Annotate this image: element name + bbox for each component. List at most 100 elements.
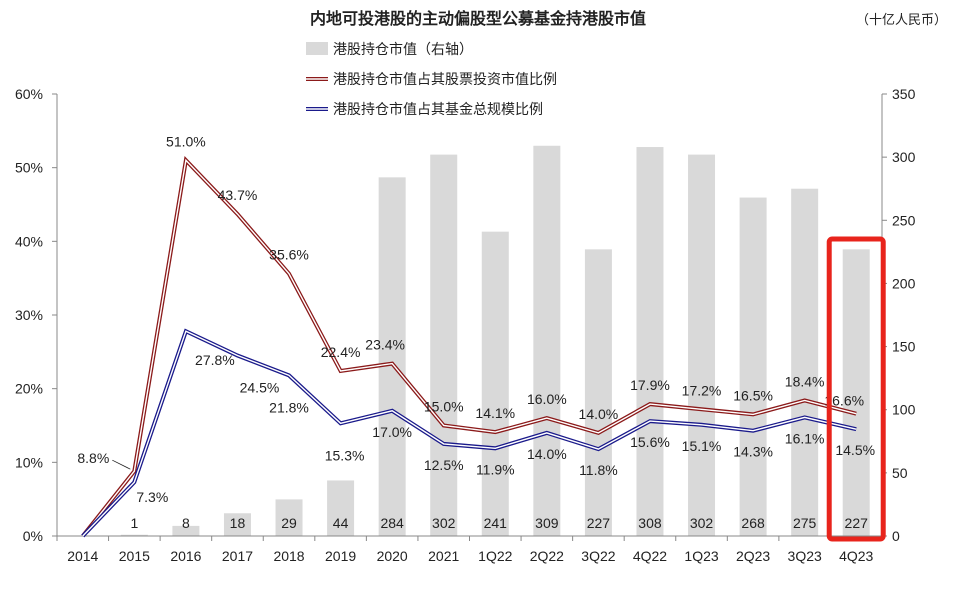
legend-swatch-bar [306,42,328,55]
data-label-line-1: 22.4% [321,344,361,360]
data-label-line-1: 8.8% [77,450,109,466]
line-series-2-inner [82,330,857,537]
bar [688,154,716,537]
data-label-line-1: 18.4% [785,373,825,389]
x-tick-label: 2019 [325,548,356,564]
data-label-line-2: 14.3% [733,444,773,460]
data-label-line-2: 27.8% [195,352,235,368]
bar-value-label: 227 [845,515,869,531]
bar-value-label: 308 [638,515,662,531]
left-tick-label: 0% [23,528,43,544]
bar-value-label: 227 [587,515,611,531]
right-tick-label: 250 [892,212,916,228]
legend-label-line-2: 港股持仓市值占其基金总规模比例 [333,101,543,118]
x-tick-label: 2015 [119,548,150,564]
x-tick-label: 3Q22 [581,548,615,564]
data-label-line-2: 7.3% [136,489,168,505]
data-label-line-1: 14.1% [475,405,515,421]
data-label-line-2: 21.8% [269,399,309,415]
left-tick-label: 30% [15,307,43,323]
left-tick-label: 40% [15,233,43,249]
bar [172,525,200,536]
data-label-line-2: 16.1% [785,430,825,446]
data-label-line-2: 14.5% [835,442,875,458]
data-label-line-1: 14.0% [579,406,619,422]
right-tick-label: 150 [892,339,916,355]
x-tick-label: 2Q22 [530,548,564,564]
bar [533,145,561,536]
data-label-line-2: 15.1% [682,438,722,454]
data-label-line-1: 23.4% [365,337,405,353]
bar [739,197,767,536]
x-tick-label: 2Q23 [736,548,770,564]
data-label-line-2: 14.0% [527,446,567,462]
bar-value-label: 302 [432,515,456,531]
bar-series [120,145,870,537]
data-label-line-2: 11.9% [476,461,515,477]
data-label-line-1: 35.6% [269,247,309,263]
bar [327,480,355,536]
data-label-line-1: 51.0% [166,133,206,149]
bar-value-label: 1 [130,515,138,531]
x-tick-label: 2021 [428,548,459,564]
bar-value-label: 309 [535,515,559,531]
right-tick-label: 350 [892,86,916,102]
right-tick-label: 50 [892,465,908,481]
x-tick-label: 2014 [67,548,98,564]
bar-value-label: 44 [333,515,349,531]
bar-value-label: 275 [793,515,817,531]
data-label-line-1: 17.2% [682,382,722,398]
left-tick-label: 60% [15,86,43,102]
x-tick-label: 1Q23 [684,548,718,564]
data-label-line-2: 24.5% [240,380,280,396]
x-tick-label: 4Q23 [839,548,873,564]
x-tick-label: 2018 [273,548,304,564]
bar [430,154,458,537]
bar-value-label: 284 [380,515,404,531]
bar-value-label: 29 [281,515,297,531]
legend: 港股持仓市值（右轴） 港股持仓市值占其股票投资市值比例 港股持仓市值占其基金总规… [306,41,557,118]
line-series [81,156,857,538]
data-label-line-2: 15.3% [325,447,365,463]
data-label-line-1: 16.0% [527,391,567,407]
bar [120,534,148,536]
x-tick-label: 2020 [377,548,408,564]
bar-value-label: 241 [484,515,508,531]
x-tick-label: 3Q23 [788,548,822,564]
data-label-line-2: 11.8% [579,462,618,478]
x-tick-label: 2016 [170,548,201,564]
data-label-line-2: 12.5% [424,457,464,473]
leader-line [112,459,131,470]
left-tick-label: 10% [15,454,43,470]
data-label-line-1: 43.7% [218,187,258,203]
right-tick-label: 0 [892,528,900,544]
data-label-line-2: 17.0% [372,424,412,440]
unit-note: （十亿人民币） [856,13,947,28]
right-tick-label: 300 [892,149,916,165]
x-tick-label: 1Q22 [478,548,512,564]
x-tick-label: 2017 [222,548,253,564]
line-series-1-inner [82,158,857,537]
data-labels: 8.8% 51.0% 43.7% 35.6% 22.4% 23.4% 15.0% 14.1% 1… [77,133,875,531]
bar-value-label: 8 [182,515,190,531]
data-label-line-2: 15.6% [630,434,670,450]
bar [378,177,406,536]
bar [481,231,509,536]
data-label-line-1: 16.6% [824,393,864,409]
bar-value-label: 302 [690,515,714,531]
bar [842,249,870,536]
highlight [826,236,886,542]
bar [791,188,819,536]
x-tick-label: 4Q22 [633,548,667,564]
axes: 0% 10% 20% 30% 40% 50% 60% 0 50 100 150 200 250 300 35… [15,86,916,564]
highlight-box [826,236,886,542]
bar [275,499,303,536]
data-label-line-1: 17.9% [630,377,670,393]
left-tick-label: 50% [15,160,43,176]
right-tick-label: 200 [892,275,916,291]
legend-label-line-1: 港股持仓市值占其股票投资市值比例 [333,71,557,88]
bar-value-label: 268 [741,515,765,531]
data-label-line-1: 15.0% [424,399,464,415]
legend-label-bar: 港股持仓市值（右轴） [333,41,473,58]
